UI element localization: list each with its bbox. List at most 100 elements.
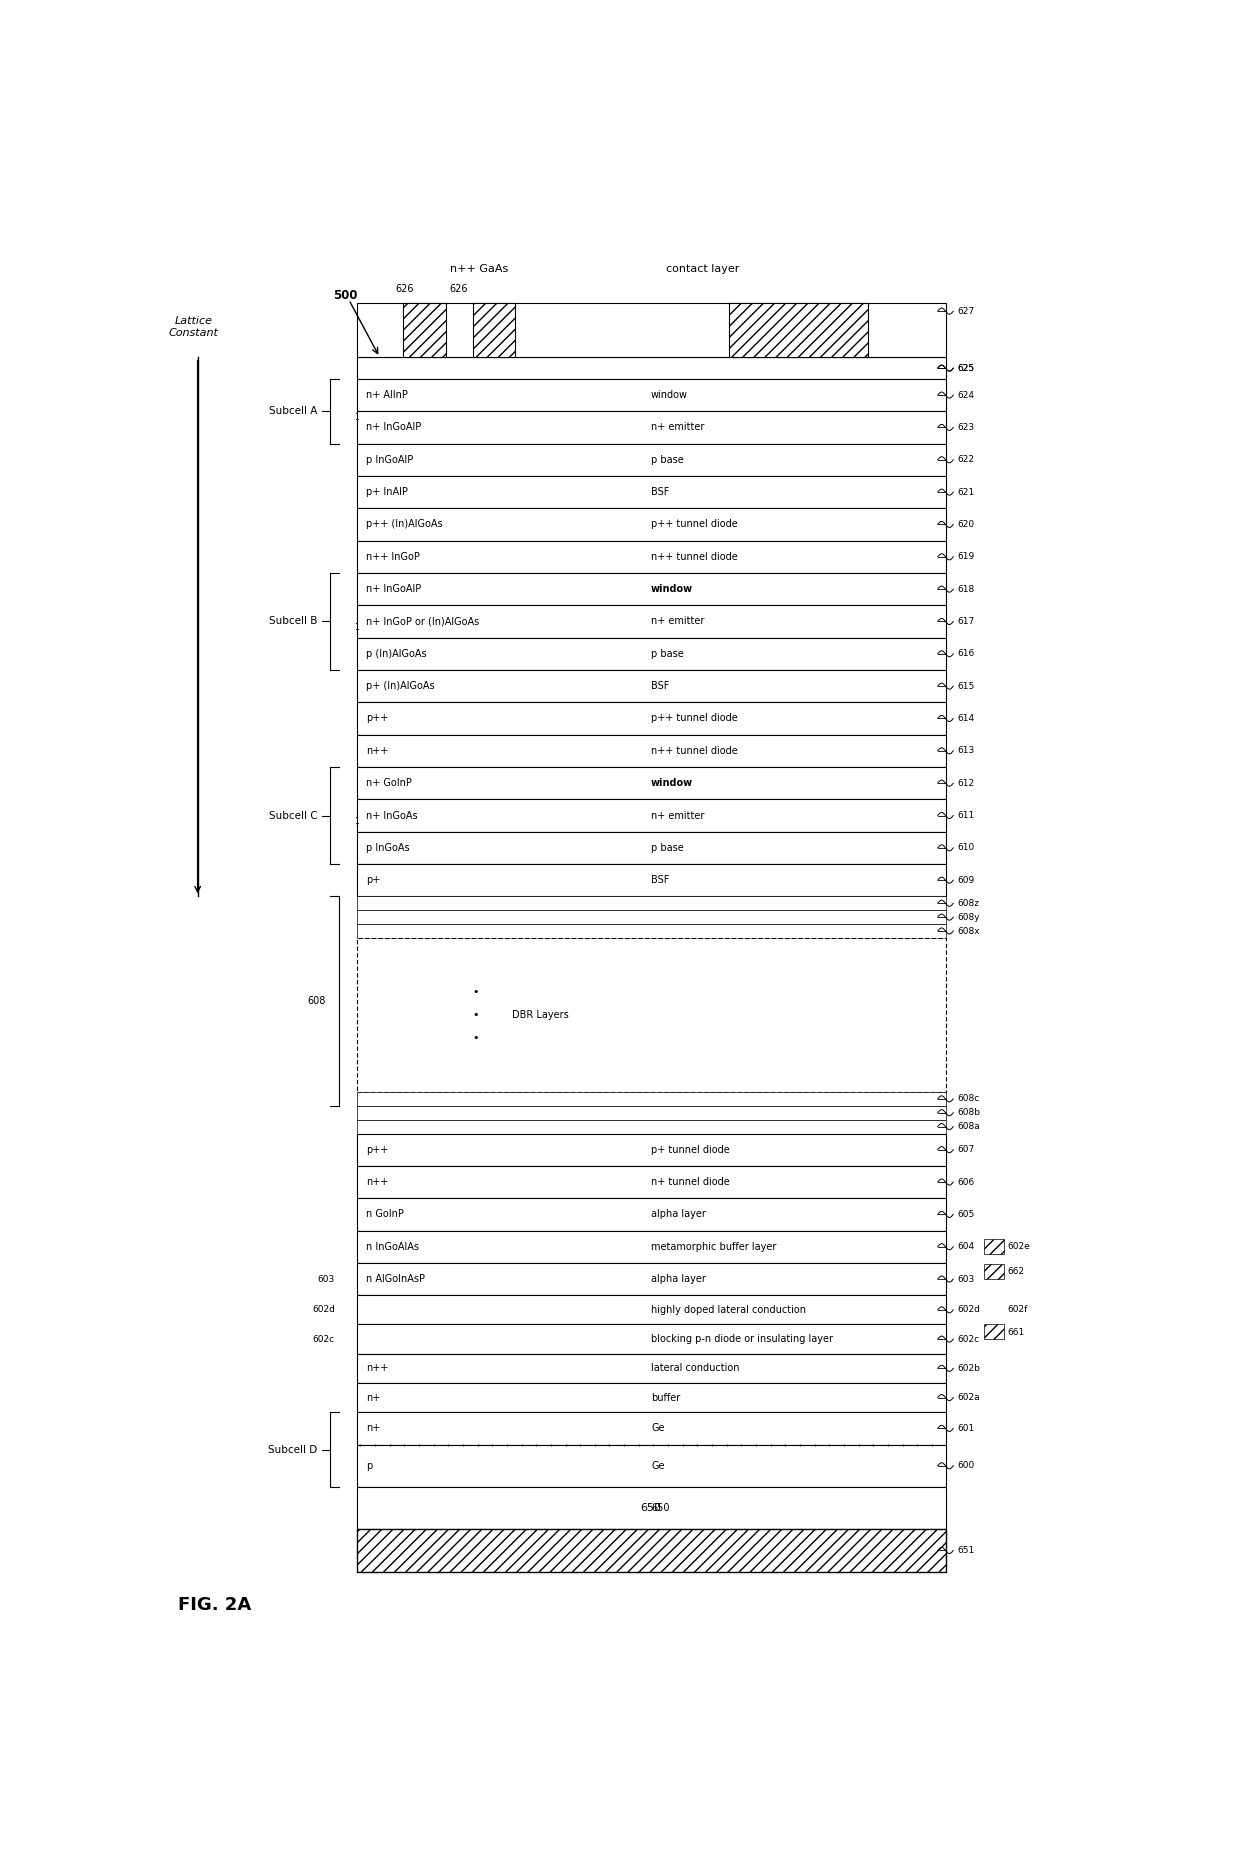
Text: p++ tunnel diode: p++ tunnel diode — [651, 714, 738, 723]
Bar — [357, 766, 945, 800]
Text: 603: 603 — [957, 1274, 975, 1284]
Bar — [357, 443, 945, 477]
Bar — [357, 1133, 945, 1165]
Text: n+ InGoAs: n+ InGoAs — [366, 811, 418, 820]
Text: p InGoAlP: p InGoAlP — [366, 454, 413, 466]
Text: p++: p++ — [366, 1145, 388, 1154]
Text: lateral conduction: lateral conduction — [651, 1363, 739, 1373]
Text: 624: 624 — [957, 391, 975, 399]
Bar — [357, 1445, 945, 1488]
Bar — [357, 896, 945, 911]
Bar — [357, 1295, 945, 1324]
Bar — [357, 864, 945, 896]
Bar — [357, 573, 945, 605]
Text: 611: 611 — [957, 811, 975, 820]
Text: n+: n+ — [366, 1423, 379, 1434]
Text: blocking p-n diode or insulating layer: blocking p-n diode or insulating layer — [651, 1334, 833, 1345]
Bar — [357, 1120, 945, 1133]
Bar — [357, 1165, 945, 1198]
Text: 608z: 608z — [957, 900, 980, 907]
Text: 616: 616 — [957, 649, 975, 659]
Text: •: • — [472, 1033, 479, 1043]
Bar — [357, 1230, 945, 1263]
Text: n+ InGoP or (In)AlGoAs: n+ InGoP or (In)AlGoAs — [366, 616, 479, 627]
Text: 661: 661 — [1007, 1328, 1024, 1337]
Text: p base: p base — [651, 649, 683, 659]
Text: 608b: 608b — [957, 1107, 980, 1117]
Text: 626: 626 — [449, 284, 467, 295]
Bar — [357, 924, 945, 939]
Text: 627: 627 — [957, 306, 975, 315]
Text: 500: 500 — [334, 289, 358, 302]
Bar — [357, 735, 945, 766]
Bar — [985, 1263, 1003, 1280]
Text: 619: 619 — [957, 553, 975, 562]
Text: n+ AlInP: n+ AlInP — [366, 390, 408, 401]
Text: n++: n++ — [366, 1178, 388, 1187]
Bar — [357, 670, 945, 703]
Text: 607: 607 — [957, 1145, 975, 1154]
Text: 651: 651 — [957, 1545, 975, 1554]
Bar — [985, 1324, 1003, 1339]
Bar — [357, 939, 945, 1093]
Text: n++: n++ — [366, 746, 388, 755]
Text: 608x: 608x — [957, 926, 980, 935]
Bar — [357, 540, 945, 573]
Text: 623: 623 — [957, 423, 975, 432]
Text: 617: 617 — [957, 618, 975, 625]
Text: p base: p base — [651, 454, 683, 466]
Text: 614: 614 — [957, 714, 975, 723]
Text: 650: 650 — [641, 1503, 661, 1514]
Text: metamorphic buffer layer: metamorphic buffer layer — [651, 1241, 776, 1252]
Text: n++ tunnel diode: n++ tunnel diode — [651, 746, 738, 755]
Text: 622: 622 — [957, 454, 975, 464]
Text: 1: 1 — [355, 414, 358, 421]
Text: 602d: 602d — [957, 1306, 980, 1315]
Text: n InGoAlAs: n InGoAlAs — [366, 1241, 419, 1252]
Text: n GoInP: n GoInP — [366, 1209, 404, 1219]
Bar — [729, 304, 868, 358]
Text: p base: p base — [651, 842, 683, 853]
Text: p+ (In)AlGoAs: p+ (In)AlGoAs — [366, 681, 434, 692]
Text: p++ (In)AlGoAs: p++ (In)AlGoAs — [366, 519, 443, 529]
Text: p+ InAlP: p+ InAlP — [366, 488, 408, 497]
Text: n+ InGoAlP: n+ InGoAlP — [366, 423, 422, 432]
Text: 602b: 602b — [957, 1363, 980, 1373]
Text: p InGoAs: p InGoAs — [366, 842, 409, 853]
Bar — [357, 831, 945, 864]
Text: BSF: BSF — [651, 488, 670, 497]
Text: n+ GoInP: n+ GoInP — [366, 777, 412, 788]
Text: 608y: 608y — [957, 913, 980, 922]
Text: 605: 605 — [957, 1209, 975, 1219]
Text: n+ emitter: n+ emitter — [651, 811, 704, 820]
Bar — [357, 412, 945, 443]
Bar — [357, 1263, 945, 1295]
Text: 662: 662 — [1007, 1267, 1024, 1276]
Text: 618: 618 — [957, 584, 975, 594]
Text: contact layer: contact layer — [667, 263, 740, 275]
Text: p+: p+ — [366, 876, 379, 885]
Bar — [357, 638, 945, 670]
Text: 600: 600 — [957, 1462, 975, 1471]
Text: Subcell C: Subcell C — [269, 811, 317, 820]
Bar — [357, 378, 945, 412]
Bar — [357, 1093, 945, 1106]
Bar — [357, 1324, 945, 1354]
Text: Subcell B: Subcell B — [269, 616, 317, 627]
Text: DBR Layers: DBR Layers — [511, 1009, 568, 1020]
Text: 608a: 608a — [957, 1122, 980, 1132]
Text: p++: p++ — [366, 714, 388, 723]
Text: n AlGoInAsP: n AlGoInAsP — [366, 1274, 425, 1284]
Bar — [357, 508, 945, 540]
Text: n++ tunnel diode: n++ tunnel diode — [651, 551, 738, 562]
Text: 601: 601 — [957, 1425, 975, 1432]
Text: 604: 604 — [957, 1243, 975, 1252]
Text: 608c: 608c — [957, 1094, 980, 1104]
Text: 608: 608 — [308, 996, 325, 1005]
Bar — [357, 703, 945, 735]
Text: p: p — [366, 1460, 372, 1471]
Bar — [357, 605, 945, 638]
Bar — [357, 1106, 945, 1120]
Text: n++: n++ — [366, 1363, 388, 1373]
Bar — [357, 1198, 945, 1230]
